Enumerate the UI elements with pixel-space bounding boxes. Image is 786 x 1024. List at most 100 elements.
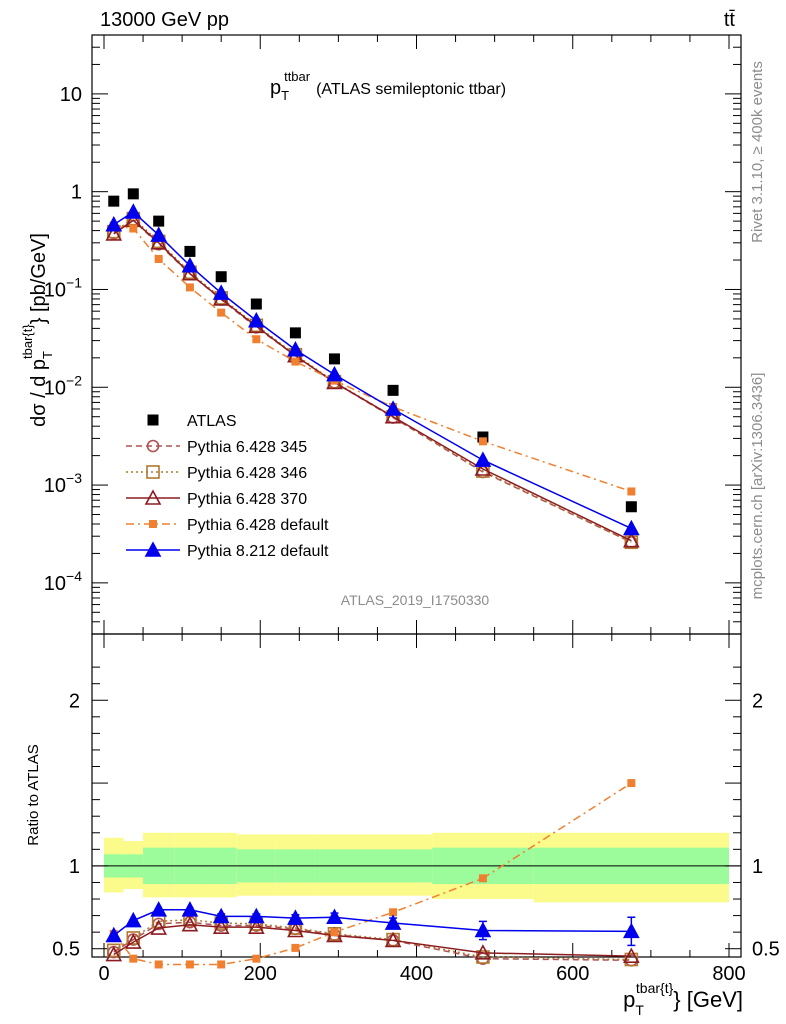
ratio-data-point: [478, 874, 487, 883]
ratio-uncertainty-bands: [92, 832, 741, 903]
legend-label: Pythia 6.428 370: [187, 491, 307, 508]
ratio-data-point: [124, 911, 142, 928]
main-data-point: [181, 257, 199, 273]
main-data-point: [384, 408, 402, 424]
ratio-data-point: [474, 944, 492, 960]
main-data-point: [150, 226, 168, 242]
ratio-data-point: [627, 779, 636, 788]
ratio-y-tick-label-right: 1: [752, 856, 763, 878]
main-data-point: [217, 308, 226, 317]
ratio-data-point: [384, 914, 402, 930]
ratio-y-axis-title: Ratio to ATLAS: [25, 744, 42, 845]
ratio-data-point: [129, 954, 138, 963]
legend-item-2: Pythia 6.428 346: [126, 465, 307, 482]
ratio-data-point: [185, 960, 194, 969]
main-data-point: [328, 353, 340, 365]
main-data-point: [252, 335, 261, 344]
main-panel-axes: 10 1 10−1 10−2 10−3 10−4: [44, 34, 742, 635]
ratio-data-point: [384, 931, 402, 948]
ratio-data-point: [291, 943, 300, 952]
legend-item-0: ATLAS: [147, 413, 237, 430]
analysis-watermark: ATLAS_2019_I1750330: [341, 592, 490, 608]
main-data-point: [291, 357, 300, 366]
main-data-point: [625, 501, 637, 513]
main-data-point: [248, 311, 265, 328]
ratio-data-point: [212, 907, 230, 924]
legend-label: Pythia 6.428 345: [187, 439, 307, 456]
legend-marker: [146, 465, 160, 479]
x-tick-label: 600: [556, 963, 589, 985]
main-data-point: [289, 327, 301, 339]
ratio-data-point: [212, 918, 230, 934]
ratio-data-point: [248, 918, 265, 934]
ratio-data-point: [181, 901, 199, 917]
y-tick-label: 10: [60, 84, 82, 106]
main-data-point: [627, 487, 636, 496]
main-data-point: [215, 271, 227, 283]
rivet-version-label: Rivet 3.1.10, ≥ 400k events: [749, 61, 766, 243]
ratio-data-point: [623, 947, 640, 963]
ratio-data-point: [181, 916, 199, 932]
ratio-data-point: [105, 926, 123, 943]
main-data-point: [384, 400, 402, 416]
legend: ATLAS Pythia 6.428 345 Pythia 6.428 346 Pyt…: [126, 413, 329, 560]
legend-label: Pythia 6.428 346: [187, 465, 307, 482]
legend-marker: [144, 489, 162, 505]
main-data-point: [185, 283, 194, 292]
main-title: pTttbar(ATLAS semileptonic ttbar): [270, 69, 506, 103]
ratio-panel-axes: 0 200 400 600 800 0.5 0.5 1 1 2 2: [52, 633, 780, 985]
ratio-panel-series: [105, 779, 640, 969]
legend-item-1: Pythia 6.428 345: [126, 439, 307, 456]
main-data-point: [129, 224, 138, 233]
legend-marker: [147, 414, 159, 426]
legend-item-3: Pythia 6.428 370: [126, 489, 307, 508]
ratio-series-2: [105, 916, 640, 963]
ratio-y-tick-label: 0.5: [52, 939, 80, 961]
legend-marker: [146, 439, 160, 453]
ratio-data-point: [389, 908, 398, 917]
ratio-series-line: [113, 923, 632, 957]
ratio-series-line: [113, 918, 632, 961]
ratio-data-point: [150, 901, 168, 917]
ratio-series-4: [105, 901, 640, 947]
main-series-line: [113, 219, 632, 543]
legend-marker: [144, 541, 162, 557]
ratio-series-line: [113, 782, 632, 966]
main-data-point: [474, 460, 492, 476]
legend-item-5: Pythia 8.212 default: [126, 541, 329, 560]
x-tick-label: 0: [98, 963, 109, 985]
ratio-data-point: [124, 933, 142, 949]
main-data-point: [212, 284, 230, 300]
legend-item-4: Pythia 6.428 default: [126, 517, 329, 534]
main-data-point: [108, 195, 120, 207]
main-data-point: [154, 254, 163, 263]
main-data-point: [181, 265, 199, 281]
x-axis-title: pTtbar{t}} [GeV]: [623, 980, 743, 1018]
legend-marker: [149, 520, 157, 528]
main-data-point: [124, 203, 142, 219]
y-tick-label: 10−1: [44, 274, 82, 301]
x-tick-label: 800: [712, 963, 745, 985]
main-data-point: [105, 225, 123, 241]
main-series-0: [108, 188, 637, 513]
ratio-data-point: [105, 945, 123, 962]
ratio-y-tick-label: 1: [69, 856, 80, 878]
ratio-data-point: [248, 907, 265, 924]
main-data-point: [326, 365, 343, 382]
y-tick-label: 1: [71, 182, 82, 204]
ratio-data-point: [154, 960, 163, 969]
main-panel-series: [105, 188, 640, 550]
ratio-data-point: [252, 954, 261, 963]
ratio-series-line: [113, 921, 632, 962]
legend-label: Pythia 8.212 default: [187, 543, 329, 560]
y-tick-label: 10−3: [44, 470, 82, 497]
main-data-point: [478, 437, 487, 446]
main-data-point: [105, 215, 123, 232]
ratio-data-point: [474, 921, 492, 938]
ratio-data-point: [217, 960, 226, 969]
ratio-data-point: [150, 919, 168, 935]
ratio-data-point: [623, 922, 640, 939]
y-tick-label: 10−4: [44, 568, 82, 595]
y-tick-label: 10−2: [44, 372, 82, 399]
mcplots-label: mcplots.cern.ch [arXiv:1306.3436]: [749, 373, 766, 600]
